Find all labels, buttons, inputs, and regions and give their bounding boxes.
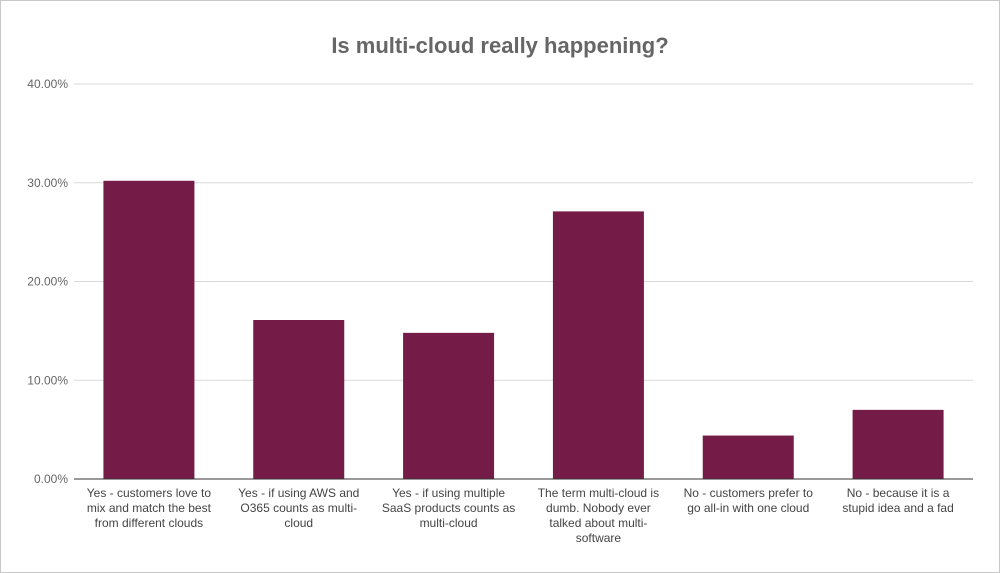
x-tick-label: Yes - if using AWS and O365 counts as mul…: [238, 486, 359, 530]
bar: [103, 180, 195, 479]
x-tick-label: The term multi-cloud is dumb. Nobody ever…: [538, 486, 659, 545]
bar: [702, 435, 794, 479]
x-tick-label: Yes - if using multiple SaaS products cou…: [382, 486, 515, 530]
bar: [852, 409, 944, 479]
bar: [552, 211, 644, 479]
x-tick-label: No - because it is a stupid idea and a fa…: [842, 486, 953, 515]
y-tick-label: 30.00%: [27, 176, 68, 190]
y-tick-label: 10.00%: [27, 373, 68, 387]
y-tick-label: 0.00%: [34, 472, 68, 486]
bar: [403, 332, 495, 479]
chart-title: Is multi-cloud really happening?: [331, 33, 668, 58]
x-tick-label: No - customers prefer to go all-in with o…: [684, 486, 814, 515]
bars: [103, 180, 944, 479]
x-axis-ticks: Yes - customers love to mix and match the…: [87, 486, 954, 545]
gridlines: [74, 83, 973, 381]
y-tick-label: 40.00%: [27, 77, 68, 91]
x-tick-label: Yes - customers love to mix and match the…: [87, 486, 212, 530]
y-tick-label: 20.00%: [27, 275, 68, 289]
bar: [253, 320, 345, 479]
y-axis-ticks: 0.00% 10.00% 20.00% 30.00% 40.00%: [27, 77, 68, 486]
